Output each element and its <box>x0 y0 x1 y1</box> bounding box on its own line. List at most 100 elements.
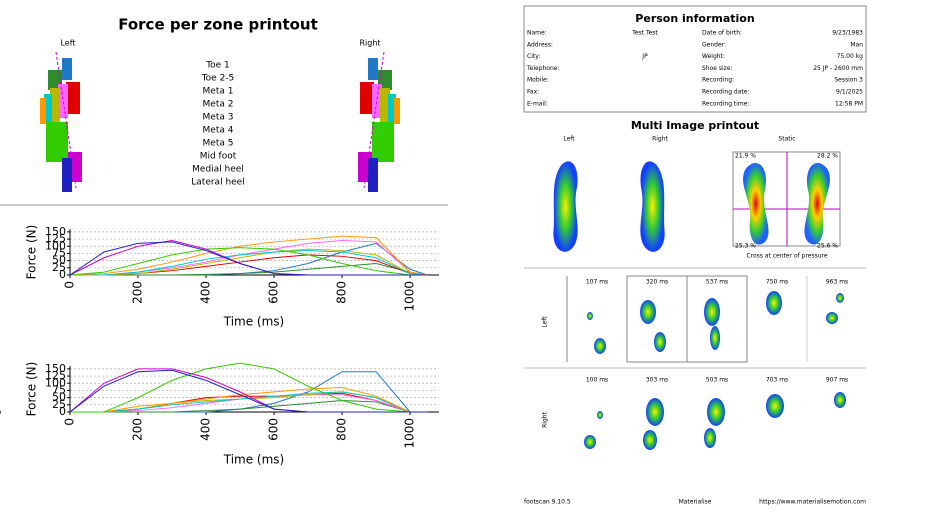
y-tick-label: 0 <box>59 268 66 281</box>
field-label: Address: <box>527 41 553 48</box>
y-tick-label: 0 <box>59 405 66 418</box>
series-line <box>70 262 428 276</box>
frame-time: 100 ms <box>586 377 608 384</box>
corner-value: 21.9 % <box>735 153 756 160</box>
zone-feet <box>40 51 400 192</box>
pressure-images <box>553 151 846 450</box>
y-tick-label: 150 <box>45 225 66 238</box>
x-tick-label: 1000 <box>403 281 417 312</box>
field-label: Gender: <box>702 41 726 48</box>
field-label: Weight: <box>702 53 725 60</box>
side-label: Right <box>0 401 2 422</box>
x-tick-label: 400 <box>199 418 213 441</box>
x-tick-label: 200 <box>131 281 145 304</box>
y-tick-label: 100 <box>45 376 66 389</box>
x-tick-label: 400 <box>199 281 213 304</box>
legend-entry: Medial heel <box>192 165 244 175</box>
row-label: Right <box>542 411 549 427</box>
field-value: JP <box>641 53 648 60</box>
x-axis-label: Time (ms) <box>223 453 285 467</box>
frame-time: 907 ms <box>826 377 848 384</box>
legend-entry: Lateral heel <box>191 178 244 188</box>
frame-time: 303 ms <box>646 377 668 384</box>
series-line <box>70 250 428 276</box>
field-value: 75.00 kg <box>837 53 864 60</box>
frame-time: 750 ms <box>766 279 788 286</box>
frame-time: 503 ms <box>706 377 728 384</box>
field-label: Name: <box>527 30 547 37</box>
y-axis-label: Force (N) <box>25 362 39 417</box>
x-tick-label: 0 <box>63 281 77 289</box>
x-tick-label: 600 <box>267 281 281 304</box>
series-line <box>69 369 428 413</box>
field-label: Mobile: <box>527 77 549 84</box>
field-label: Shoe size: <box>702 65 733 72</box>
section-title: Multi Image printout <box>631 119 759 132</box>
field-label: Recording: <box>702 77 734 84</box>
series-line <box>70 254 428 276</box>
series-line <box>70 362 428 413</box>
x-tick-label: 0 <box>63 418 77 426</box>
x-tick-label: 600 <box>267 418 281 441</box>
y-tick-label: 50 <box>52 391 66 404</box>
column-label: Left <box>563 136 575 143</box>
series-line <box>70 248 428 276</box>
footer-text: https://www.materialisemotion.com <box>759 499 866 506</box>
side-label: Left <box>0 267 2 282</box>
field-value: Test Test <box>631 30 658 37</box>
series-line <box>69 241 428 276</box>
foot-label: Left <box>60 39 75 48</box>
corner-value: 28.2 % <box>817 153 838 160</box>
field-label: City: <box>527 53 540 60</box>
series-line <box>70 391 428 413</box>
legend-entry: Meta 5 <box>203 139 234 149</box>
field-value: Session 3 <box>834 77 863 84</box>
y-tick-label: 125 <box>45 369 66 382</box>
x-tick-label: 800 <box>335 418 349 441</box>
legend-entry: Meta 4 <box>203 126 234 136</box>
legend-entry: Meta 1 <box>203 87 234 97</box>
column-label: Right <box>652 136 668 143</box>
field-value: 25 JP - 2600 mm <box>813 65 863 72</box>
frame-time: 537 ms <box>706 279 728 286</box>
legend-entry: Meta 3 <box>203 113 234 123</box>
info-box <box>523 5 867 113</box>
frame-time: 963 ms <box>826 279 848 286</box>
y-axis-label: Force (N) <box>25 225 39 280</box>
legend-entry: Mid foot <box>200 152 237 162</box>
field-label: Recording date: <box>702 89 749 96</box>
series-line <box>70 399 428 413</box>
footer-text: Materialise <box>679 499 712 506</box>
series-line <box>70 387 428 413</box>
legend-entry: Toe 1 <box>205 61 230 71</box>
x-tick-label: 200 <box>131 418 145 441</box>
field-value: 9/23/1983 <box>832 30 863 37</box>
x-axis-label: Time (ms) <box>223 315 285 329</box>
field-label: E-mail: <box>527 100 548 107</box>
field-value: Man <box>850 41 863 48</box>
y-tick-label: 25 <box>52 398 66 411</box>
caption: Cross at center of pressure <box>746 253 827 260</box>
corner-value: 25.6 % <box>817 243 838 250</box>
corner-value: 25.3 % <box>735 243 756 250</box>
field-value: 12:58 PM <box>835 100 863 107</box>
field-label: Telephone: <box>526 65 560 72</box>
frame-time: 703 ms <box>766 377 788 384</box>
series-line <box>69 235 428 276</box>
series-line <box>69 247 428 276</box>
field-label: Recording time: <box>702 100 750 107</box>
legend-entry: Meta 2 <box>203 100 234 110</box>
frame-time: 320 ms <box>646 279 668 286</box>
row-label: Left <box>542 316 549 328</box>
footer-text: footscan 9.10.5 <box>524 499 571 506</box>
title: Force per zone printout <box>118 16 318 34</box>
column-label: Static <box>778 136 795 143</box>
field-label: Date of birth: <box>702 30 742 37</box>
field-value: 9/1/2025 <box>836 89 863 96</box>
x-tick-label: 1000 <box>403 418 417 449</box>
y-tick-label: 75 <box>52 246 66 259</box>
frame-time: 107 ms <box>586 279 608 286</box>
y-tick-label: 25 <box>52 261 66 274</box>
x-tick-label: 800 <box>335 281 349 304</box>
